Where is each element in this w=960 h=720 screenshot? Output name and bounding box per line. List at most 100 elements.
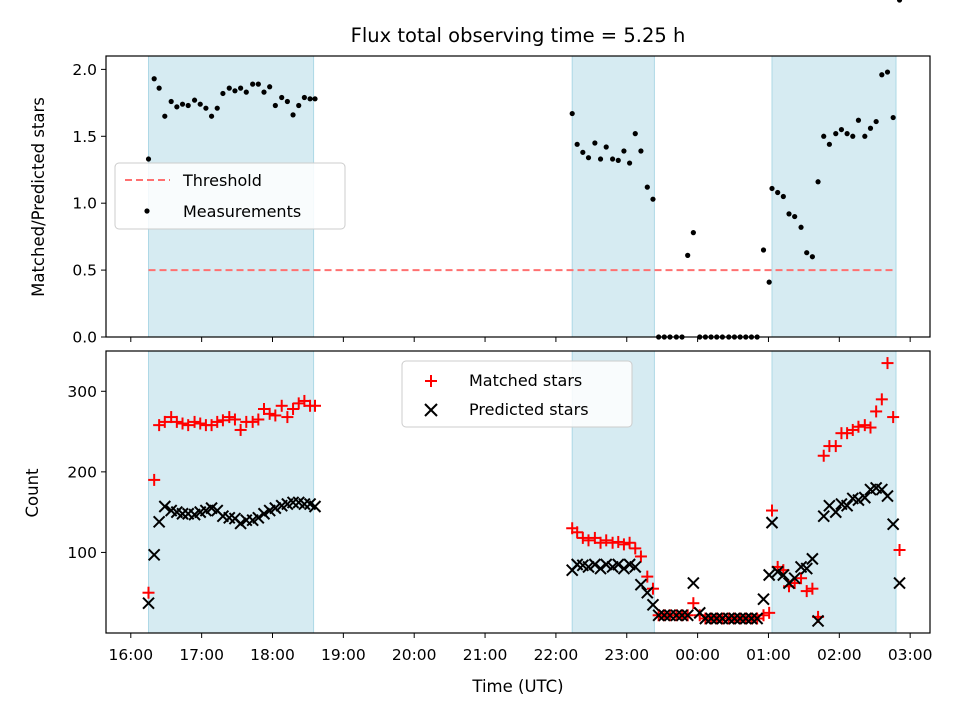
predicted-point	[646, 598, 660, 612]
chart-title: Flux total observing time = 5.25 h	[351, 24, 686, 47]
measurement-point	[798, 224, 804, 230]
predicted-point	[800, 562, 813, 575]
matched-point	[170, 415, 183, 428]
measurement-point	[644, 184, 650, 190]
predicted-point	[806, 552, 819, 566]
predicted-point	[745, 612, 758, 625]
y-tick-label: 0.5	[72, 262, 97, 280]
matched-point	[228, 413, 241, 426]
measurement-point	[873, 118, 879, 125]
y-tick-label: 1.5	[72, 128, 97, 146]
predicted-point	[811, 614, 825, 628]
predicted-point	[704, 612, 718, 625]
predicted-point	[893, 576, 906, 590]
measurement-point	[838, 126, 845, 133]
measurement-point	[214, 105, 220, 111]
predicted-point	[757, 592, 770, 606]
predicted-point	[728, 612, 741, 625]
matched-point	[881, 357, 894, 370]
measurement-point	[255, 81, 261, 87]
measurement-point	[884, 69, 891, 75]
predicted-point	[652, 609, 665, 622]
predicted-point	[750, 612, 764, 625]
measurement-point	[238, 85, 244, 91]
measurement-point	[786, 211, 792, 217]
x-tick-label: 22:00	[534, 646, 579, 664]
predicted-point	[771, 565, 784, 578]
measurement-point	[609, 156, 616, 162]
measurement-point	[312, 96, 318, 102]
predicted-point	[788, 572, 801, 585]
predicted-point	[886, 518, 900, 531]
panel-ratio-frame	[105, 55, 931, 338]
measurement-point	[896, 0, 903, 3]
matched-point	[795, 572, 808, 585]
measurement-point	[650, 196, 656, 202]
observing-window	[148, 350, 315, 634]
x-tick-label: 18:00	[250, 646, 295, 664]
measurement-point	[174, 104, 180, 110]
measurement-point	[151, 76, 157, 82]
matched-point	[634, 550, 647, 563]
measurement-point	[208, 113, 215, 119]
matched-point	[617, 538, 630, 551]
matched-point	[275, 399, 288, 412]
legend-measurements-label: Measurements	[183, 202, 301, 221]
predicted-point	[629, 560, 642, 574]
matched-point	[188, 415, 201, 428]
matched-point	[817, 449, 830, 462]
matched-point	[576, 531, 589, 544]
matched-point	[864, 421, 877, 434]
matched-point	[623, 536, 636, 549]
measurement-point	[780, 193, 786, 200]
predicted-point	[252, 511, 265, 524]
matched-point	[766, 504, 779, 517]
measurement-point	[250, 81, 256, 87]
predicted-point	[675, 609, 689, 622]
predicted-point	[829, 505, 842, 519]
measurement-point	[760, 247, 767, 253]
measurement-point	[272, 102, 278, 109]
x-axis-label: Time (UTC)	[471, 677, 563, 696]
matched-point	[292, 397, 305, 410]
measurement-point	[261, 89, 267, 95]
matched-point	[571, 526, 584, 539]
predicted-point	[152, 515, 166, 529]
measurement-point	[220, 90, 226, 97]
predicted-point	[617, 562, 631, 575]
matched-point	[263, 407, 276, 420]
measurement-point	[307, 96, 313, 102]
x-tick-label: 21:00	[463, 646, 508, 664]
matched-point	[158, 415, 171, 428]
y-tick-label: 100	[67, 544, 97, 562]
measurement-point	[203, 105, 209, 111]
x-tick-label: 17:00	[179, 646, 224, 664]
predicted-point	[699, 612, 712, 625]
measurement-point	[267, 84, 273, 90]
predicted-point	[710, 612, 723, 625]
predicted-point	[641, 586, 654, 599]
measurement-point	[879, 72, 885, 78]
measurement-point	[833, 131, 839, 137]
predicted-point	[722, 612, 735, 625]
predicted-point	[234, 517, 247, 530]
x-tick-label: 19:00	[321, 646, 366, 664]
predicted-point	[739, 612, 752, 625]
predicted-point	[733, 612, 747, 625]
x-tick-label: 00:00	[675, 646, 720, 664]
matched-point	[148, 473, 161, 486]
predicted-point	[777, 568, 790, 582]
matched-point	[216, 414, 229, 427]
matched-point	[687, 597, 700, 610]
x-tick-label: 16:00	[108, 646, 153, 664]
measurement-point	[301, 94, 307, 101]
predicted-point	[765, 516, 779, 529]
predicted-point	[298, 497, 311, 511]
predicted-point	[582, 560, 595, 574]
predicted-point	[762, 568, 776, 582]
matched-point	[594, 536, 607, 549]
matched-point	[281, 411, 294, 424]
predicted-point	[176, 507, 189, 520]
predicted-point	[269, 501, 282, 515]
